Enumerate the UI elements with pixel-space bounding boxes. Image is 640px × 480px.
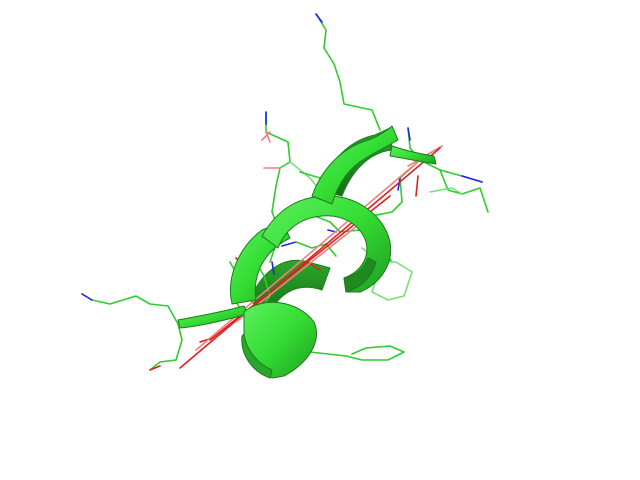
helix-front-ribbon [177,125,437,379]
